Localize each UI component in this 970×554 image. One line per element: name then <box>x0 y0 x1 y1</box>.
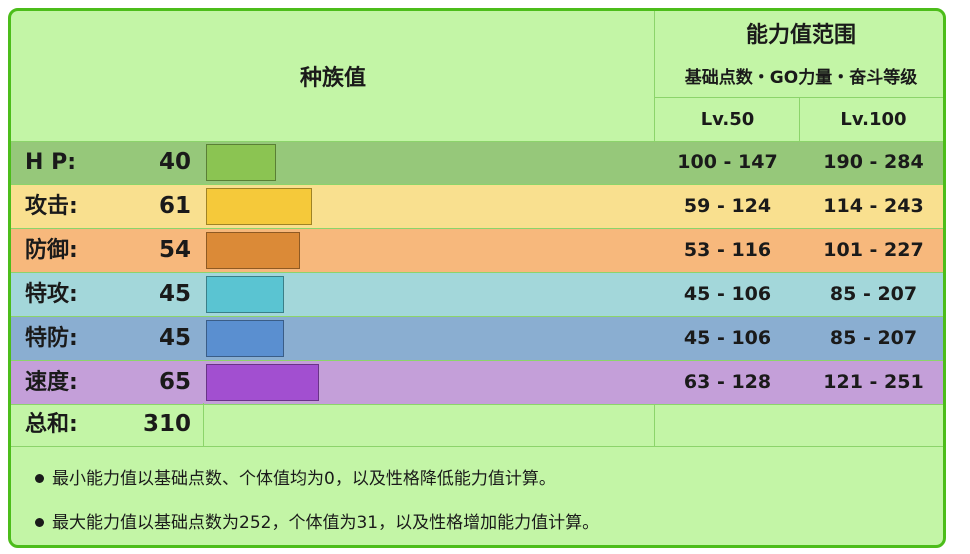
stats-table: 种族值 能力值范围 基础点数・GO力量・奋斗等级 Lv.50 Lv.100 H … <box>8 8 946 548</box>
stat-range-lv50: 100 - 147 <box>677 151 778 173</box>
stat-bar <box>206 188 312 225</box>
stat-value: 54 <box>158 237 191 263</box>
bullet-icon <box>35 517 44 527</box>
stat-bar <box>206 276 284 313</box>
note-min: 最小能力值以基础点数、个体值均为0，以及性格降低能力值计算。 <box>35 464 556 489</box>
stat-value: 45 <box>158 325 191 351</box>
total-value: 310 <box>142 411 191 437</box>
stat-range-lv100: 101 - 227 <box>823 239 924 261</box>
stat-range-lv50: 45 - 106 <box>683 283 772 305</box>
row-separator <box>11 404 943 405</box>
stat-range-lv100: 121 - 251 <box>823 371 924 393</box>
stat-range-lv50: 53 - 116 <box>683 239 772 261</box>
notes-divider <box>11 446 943 447</box>
total-label: 总和: <box>25 412 78 437</box>
stat-row: 特防: 45 45 - 106 85 - 207 <box>11 317 943 360</box>
stat-label: H P: <box>25 150 76 175</box>
stat-value: 40 <box>158 149 191 175</box>
note-max: 最大能力值以基础点数为252，个体值为31，以及性格增加能力值计算。 <box>35 508 599 533</box>
row-separator <box>11 228 943 229</box>
stat-value: 45 <box>158 281 191 307</box>
note-min-text: 最小能力值以基础点数、个体值均为0，以及性格降低能力值计算。 <box>52 469 556 489</box>
row-separator <box>11 272 943 273</box>
note-max-text: 最大能力值以基础点数为252，个体值为31，以及性格增加能力值计算。 <box>52 513 600 533</box>
stat-row: 攻击: 61 59 - 124 114 - 243 <box>11 185 943 228</box>
stat-row: 特攻: 45 45 - 106 85 - 207 <box>11 273 943 316</box>
stat-bar <box>206 364 319 401</box>
stat-range-lv50: 59 - 124 <box>683 195 772 217</box>
stat-range-lv100: 85 - 207 <box>829 283 918 305</box>
stat-row: 防御: 54 53 - 116 101 - 227 <box>11 229 943 272</box>
stat-bar <box>206 144 276 181</box>
stat-label: 攻击: <box>25 194 78 219</box>
lv50-header: Lv.50 <box>700 108 755 130</box>
header-bottom-line <box>11 141 943 142</box>
stat-value: 65 <box>158 369 191 395</box>
stat-row: H P: 40 100 - 147 190 - 284 <box>11 141 943 184</box>
total-divider <box>203 403 204 446</box>
range-header-subtitle: 基础点数・GO力量・奋斗等级 <box>684 68 918 88</box>
stat-range-lv100: 190 - 284 <box>823 151 924 173</box>
stat-label: 速度: <box>25 370 78 395</box>
row-separator <box>11 316 943 317</box>
lv100-header: Lv.100 <box>840 108 907 130</box>
range-header-title: 能力值范围 <box>745 23 856 48</box>
stat-bar <box>206 320 284 357</box>
stat-label: 特防: <box>25 326 78 351</box>
stat-label: 特攻: <box>25 282 78 307</box>
row-separator <box>11 184 943 185</box>
stat-label: 防御: <box>25 238 78 263</box>
stat-value: 61 <box>158 193 191 219</box>
base-stats-header: 种族值 <box>299 66 366 91</box>
stat-range-lv50: 63 - 128 <box>683 371 772 393</box>
stat-range-lv100: 114 - 243 <box>823 195 924 217</box>
stat-bar <box>206 232 300 269</box>
stat-row: 速度: 65 63 - 128 121 - 251 <box>11 361 943 404</box>
bullet-icon <box>35 473 44 483</box>
row-separator <box>11 360 943 361</box>
total-row: 总和: 310 <box>11 403 943 446</box>
stat-range-lv100: 85 - 207 <box>829 327 918 349</box>
stat-range-lv50: 45 - 106 <box>683 327 772 349</box>
